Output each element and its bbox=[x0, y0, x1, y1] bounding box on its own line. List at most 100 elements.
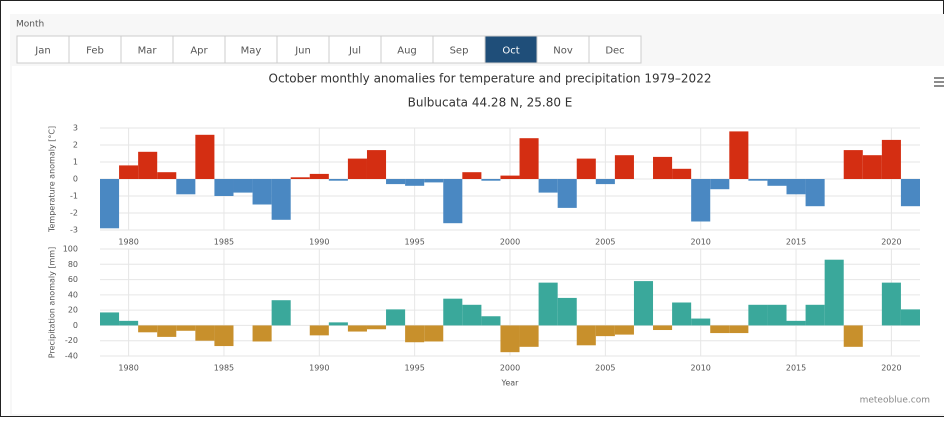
tab-box bbox=[224, 35, 278, 64]
bar bbox=[481, 316, 501, 326]
month-tab[interactable]: Jun bbox=[276, 35, 330, 64]
bar bbox=[119, 320, 139, 326]
x-tick-label: 1990 bbox=[309, 364, 329, 373]
bar bbox=[214, 325, 234, 347]
bar bbox=[672, 168, 692, 179]
bar bbox=[347, 158, 367, 179]
bar bbox=[195, 134, 215, 179]
y-tick-label: 60 bbox=[68, 275, 78, 284]
y-tick-label: -20 bbox=[65, 336, 78, 345]
bar bbox=[595, 325, 615, 337]
y-tick-label: 1 bbox=[73, 158, 78, 167]
bar bbox=[271, 179, 291, 220]
tab-label: Sep bbox=[450, 46, 469, 57]
bar bbox=[443, 298, 463, 326]
month-tab[interactable]: May bbox=[224, 35, 278, 64]
tab-label: May bbox=[241, 46, 262, 57]
bar bbox=[481, 179, 501, 181]
bar bbox=[614, 325, 634, 335]
tab-label: Dec bbox=[605, 46, 624, 57]
tab-label: Feb bbox=[86, 46, 104, 57]
tab-box bbox=[432, 35, 486, 64]
bar bbox=[176, 325, 196, 331]
bar bbox=[576, 158, 596, 179]
x-tick-label: 2000 bbox=[500, 364, 520, 373]
bar bbox=[252, 179, 272, 205]
bar bbox=[214, 179, 234, 196]
bar bbox=[233, 179, 253, 193]
x-tick-label: 1980 bbox=[118, 238, 138, 247]
y-axis-label: Precipitation anomaly [mm] bbox=[48, 247, 57, 358]
y-tick-label: 2 bbox=[73, 141, 78, 150]
month-tab[interactable]: Jan bbox=[16, 35, 70, 64]
y-tick-label: -3 bbox=[70, 226, 78, 235]
bar bbox=[595, 179, 615, 185]
bar bbox=[309, 325, 329, 336]
month-tab[interactable]: Sep bbox=[432, 35, 486, 64]
bar bbox=[805, 179, 825, 207]
bar bbox=[710, 179, 730, 190]
bar bbox=[653, 156, 673, 179]
menu-icon[interactable] bbox=[934, 77, 944, 87]
month-tab[interactable]: Mar bbox=[120, 35, 174, 64]
tab-label: Nov bbox=[553, 46, 573, 57]
month-tab[interactable]: Feb bbox=[68, 35, 122, 64]
month-tab[interactable]: Dec bbox=[588, 35, 642, 64]
bar bbox=[786, 179, 806, 195]
y-tick-label: 20 bbox=[68, 306, 78, 315]
bar bbox=[729, 131, 749, 179]
y-tick-label: 80 bbox=[68, 260, 78, 269]
bar bbox=[557, 179, 577, 208]
x-tick-label: 2015 bbox=[786, 238, 806, 247]
tab-box bbox=[16, 35, 70, 64]
bar bbox=[138, 325, 158, 333]
tab-label: Oct bbox=[502, 46, 519, 57]
y-tick-label: 3 bbox=[73, 124, 78, 133]
month-tab[interactable]: Jul bbox=[328, 35, 382, 64]
month-tab[interactable]: Apr bbox=[172, 35, 226, 64]
bar bbox=[900, 309, 920, 326]
bar bbox=[405, 325, 425, 343]
x-tick-label: 2015 bbox=[786, 364, 806, 373]
bar bbox=[576, 325, 596, 346]
bar bbox=[119, 165, 139, 179]
bar bbox=[271, 300, 291, 326]
bar bbox=[748, 179, 768, 181]
bar bbox=[386, 309, 406, 326]
bar bbox=[386, 179, 406, 185]
bar bbox=[767, 179, 787, 186]
bar bbox=[881, 282, 901, 326]
bar bbox=[290, 177, 310, 179]
bar bbox=[309, 173, 329, 179]
bar bbox=[519, 138, 539, 179]
bar bbox=[500, 175, 520, 179]
bar bbox=[176, 179, 196, 195]
tab-label: Aug bbox=[397, 46, 417, 57]
y-tick-label: 40 bbox=[68, 290, 78, 299]
x-tick-label: 2010 bbox=[691, 364, 711, 373]
tab-label: Jun bbox=[294, 46, 311, 57]
bar bbox=[328, 322, 348, 326]
y-tick-label: 0 bbox=[73, 175, 78, 184]
bar bbox=[100, 179, 120, 229]
tab-label: Mar bbox=[138, 46, 158, 57]
bar bbox=[138, 151, 158, 179]
x-tick-label: 2000 bbox=[500, 238, 520, 247]
bar bbox=[843, 325, 863, 347]
bar bbox=[500, 325, 520, 353]
bar bbox=[843, 150, 863, 179]
x-axis-label: Year bbox=[501, 379, 520, 388]
x-tick-label: 1985 bbox=[214, 238, 234, 247]
bar bbox=[405, 179, 425, 186]
tab-box bbox=[68, 35, 122, 64]
month-tab[interactable]: Oct bbox=[484, 35, 538, 64]
tab-box bbox=[588, 35, 642, 64]
bar bbox=[462, 172, 482, 179]
bar bbox=[328, 179, 348, 181]
month-tab[interactable]: Aug bbox=[380, 35, 434, 64]
bar bbox=[748, 304, 768, 326]
bar bbox=[900, 179, 920, 207]
month-tab[interactable]: Nov bbox=[536, 35, 590, 64]
bar bbox=[786, 320, 806, 326]
